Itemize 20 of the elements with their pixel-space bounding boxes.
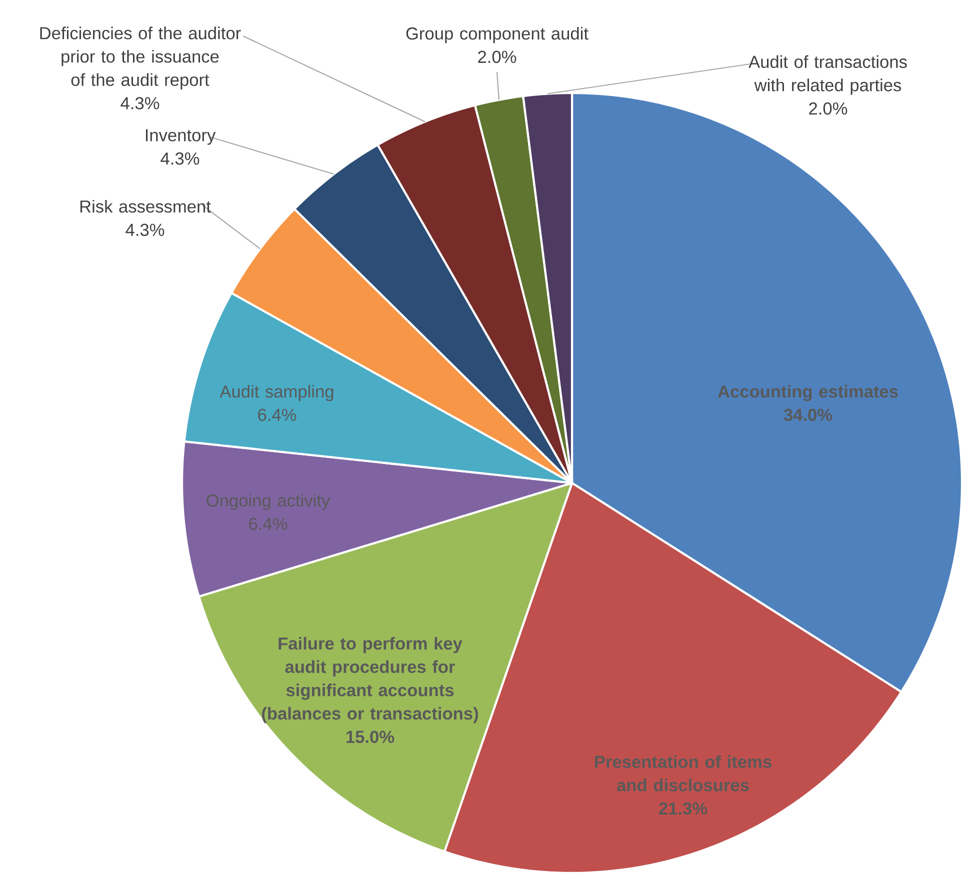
slice-label: Inventory (146, 129, 216, 145)
slice-label: Deficiencies of the auditor prior to the issuance of the audit report (40, 26, 241, 90)
data-label: 4.3% (126, 224, 164, 236)
slice-label: Group component audit (406, 26, 588, 44)
data-label: 15.0% (346, 730, 394, 743)
data-label: 2.0% (478, 50, 516, 63)
slice-label: Presentation of items and disclosures (595, 755, 772, 792)
data-label: 4.3% (160, 152, 200, 165)
slice-label: Accounting estimates (718, 384, 898, 402)
slice-label: Ongoing activity (206, 494, 330, 510)
data-label: 2.0% (809, 102, 848, 115)
data-label: 21.3% (659, 802, 708, 815)
data-label: 6.4% (249, 518, 288, 530)
slice-label: Failure to perform key audit procedures for significant accounts (balances or transactions) (262, 636, 478, 724)
slice-label: Audit sampling (220, 384, 334, 402)
data-label: 34.0% (784, 408, 832, 422)
slice-label: Risk assessment (80, 200, 211, 213)
data-label: 4.3% (120, 97, 160, 110)
data-label: 6.4% (258, 408, 296, 421)
slice-label: Audit of transactions with related parties (748, 55, 907, 95)
